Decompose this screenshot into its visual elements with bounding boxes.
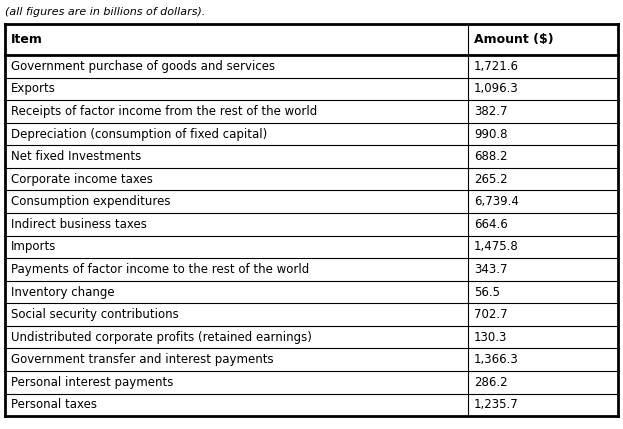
- Text: Undistributed corporate profits (retained earnings): Undistributed corporate profits (retaine…: [11, 331, 312, 344]
- Bar: [5, 55, 618, 78]
- Bar: [5, 326, 618, 348]
- Text: Personal taxes: Personal taxes: [11, 399, 97, 411]
- Bar: [5, 213, 618, 236]
- Bar: [5, 371, 618, 393]
- Text: Personal interest payments: Personal interest payments: [11, 376, 174, 389]
- Text: Item: Item: [11, 33, 43, 46]
- Text: 56.5: 56.5: [474, 286, 500, 299]
- Bar: [5, 258, 618, 281]
- Text: Consumption expenditures: Consumption expenditures: [11, 195, 171, 208]
- Text: 343.7: 343.7: [474, 263, 508, 276]
- Bar: [5, 190, 618, 213]
- Bar: [5, 348, 618, 371]
- Text: 130.3: 130.3: [474, 331, 507, 344]
- Bar: [5, 123, 618, 145]
- Text: Receipts of factor income from the rest of the world: Receipts of factor income from the rest …: [11, 105, 318, 118]
- Bar: [5, 24, 618, 55]
- Text: 688.2: 688.2: [474, 150, 508, 163]
- Text: 990.8: 990.8: [474, 127, 508, 141]
- Text: 1,235.7: 1,235.7: [474, 399, 519, 411]
- Bar: [5, 393, 618, 416]
- Text: 382.7: 382.7: [474, 105, 508, 118]
- Text: 702.7: 702.7: [474, 308, 508, 321]
- Bar: [5, 78, 618, 100]
- Text: Corporate income taxes: Corporate income taxes: [11, 173, 153, 186]
- Bar: [5, 168, 618, 190]
- Text: 6,739.4: 6,739.4: [474, 195, 519, 208]
- Text: 1,096.3: 1,096.3: [474, 82, 519, 96]
- Text: 1,366.3: 1,366.3: [474, 353, 519, 366]
- Text: Inventory change: Inventory change: [11, 286, 115, 299]
- Text: Social security contributions: Social security contributions: [11, 308, 179, 321]
- Text: 286.2: 286.2: [474, 376, 508, 389]
- Text: Exports: Exports: [11, 82, 56, 96]
- Text: 265.2: 265.2: [474, 173, 508, 186]
- Text: 1,721.6: 1,721.6: [474, 60, 519, 73]
- Bar: [5, 236, 618, 258]
- Bar: [5, 303, 618, 326]
- Text: Indirect business taxes: Indirect business taxes: [11, 218, 147, 231]
- Text: Depreciation (consumption of fixed capital): Depreciation (consumption of fixed capit…: [11, 127, 267, 141]
- Bar: [5, 145, 618, 168]
- Text: Government transfer and interest payments: Government transfer and interest payment…: [11, 353, 274, 366]
- Text: Amount ($): Amount ($): [474, 33, 554, 46]
- Text: (all figures are in billions of dollars).: (all figures are in billions of dollars)…: [5, 7, 206, 17]
- Text: Payments of factor income to the rest of the world: Payments of factor income to the rest of…: [11, 263, 310, 276]
- Text: Government purchase of goods and services: Government purchase of goods and service…: [11, 60, 275, 73]
- Text: Net fixed Investments: Net fixed Investments: [11, 150, 141, 163]
- Text: 1,475.8: 1,475.8: [474, 240, 519, 254]
- Text: 664.6: 664.6: [474, 218, 508, 231]
- Text: Imports: Imports: [11, 240, 57, 254]
- Bar: [5, 100, 618, 123]
- Bar: [5, 281, 618, 303]
